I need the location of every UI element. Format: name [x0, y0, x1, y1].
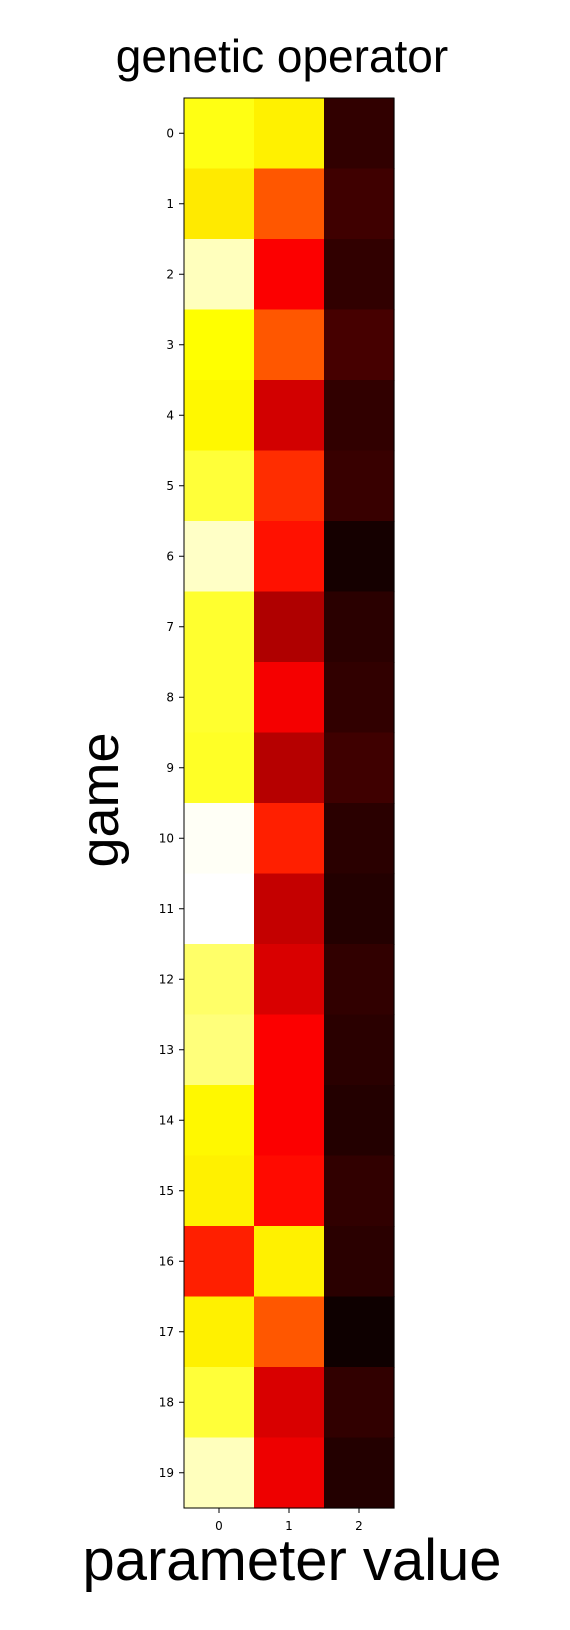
heatmap-cell-5-1 [254, 450, 325, 522]
y-axis-label: game [70, 732, 130, 867]
x-axis-label: parameter value [82, 1528, 501, 1593]
heatmap-cell-10-1 [254, 803, 325, 875]
heatmap-cell-14-2 [324, 1085, 395, 1157]
heatmap-cell-4-1 [254, 380, 325, 452]
heatmap-cell-2-0 [184, 239, 255, 311]
heatmap-cell-1-0 [184, 168, 255, 240]
heatmap-cell-17-1 [254, 1296, 325, 1368]
heatmap-cell-0-1 [254, 98, 325, 170]
y-tick-label: 9 [166, 761, 174, 775]
y-tick-label: 1 [166, 197, 174, 211]
heatmap-cell-1-2 [324, 168, 395, 240]
heatmap-cell-16-0 [184, 1226, 255, 1298]
heatmap-cell-11-1 [254, 873, 325, 945]
heatmap-cell-0-0 [184, 98, 255, 170]
x-tick-label: 2 [355, 1519, 363, 1533]
heatmap-cell-5-2 [324, 450, 395, 522]
heatmap-cell-18-1 [254, 1367, 325, 1439]
heatmap-cell-11-0 [184, 873, 255, 945]
heatmap-cell-8-0 [184, 662, 255, 734]
plot-frame [183, 97, 395, 1509]
heatmap-cell-18-2 [324, 1367, 395, 1439]
y-tick-label: 5 [166, 479, 174, 493]
y-tick-label: 4 [166, 408, 174, 422]
heatmap-cell-3-1 [254, 309, 325, 381]
heatmap-cell-0-2 [324, 98, 395, 170]
heatmap-cell-15-2 [324, 1155, 395, 1227]
heatmap-cell-8-2 [324, 662, 395, 734]
heatmap-cell-18-0 [184, 1367, 255, 1439]
y-tick-label: 13 [159, 1043, 174, 1057]
heatmap-cell-10-2 [324, 803, 395, 875]
heatmap-cell-6-1 [254, 521, 325, 593]
x-tick-label: 1 [285, 1519, 293, 1533]
heatmap-cell-3-2 [324, 309, 395, 381]
heatmap-cell-12-0 [184, 944, 255, 1016]
heatmap-cell-5-0 [184, 450, 255, 522]
heatmap-cell-15-1 [254, 1155, 325, 1227]
heatmap-cell-16-1 [254, 1226, 325, 1298]
y-tick-label: 14 [159, 1113, 174, 1127]
heatmap-cell-10-0 [184, 803, 255, 875]
heatmap-cell-2-2 [324, 239, 395, 311]
heatmap-cell-17-0 [184, 1296, 255, 1368]
y-tick-label: 7 [166, 620, 174, 634]
heatmap-cell-3-0 [184, 309, 255, 381]
y-tick-label: 17 [159, 1325, 174, 1339]
heatmap-cell-8-1 [254, 662, 325, 734]
y-tick-label: 16 [159, 1254, 174, 1268]
y-tick-label: 19 [159, 1466, 174, 1480]
heatmap-cell-1-1 [254, 168, 325, 240]
heatmap-cell-14-0 [184, 1085, 255, 1157]
heatmap-cell-9-1 [254, 732, 325, 804]
y-tick-label: 10 [159, 831, 174, 845]
y-tick-label: 6 [166, 549, 174, 563]
y-tick-label: 11 [159, 902, 174, 916]
y-tick-label: 8 [166, 690, 174, 704]
y-tick-label: 3 [166, 338, 174, 352]
heatmap-cell-15-0 [184, 1155, 255, 1227]
heatmap-cell-7-1 [254, 591, 325, 663]
heatmap-cell-12-1 [254, 944, 325, 1016]
heatmap-cell-19-2 [324, 1437, 395, 1509]
y-tick-label: 0 [166, 126, 174, 140]
heatmap-cell-13-2 [324, 1014, 395, 1086]
heatmap-cell-6-2 [324, 521, 395, 593]
heatmap-cell-9-2 [324, 732, 395, 804]
y-tick-label: 2 [166, 267, 174, 281]
heatmap-cell-4-0 [184, 380, 255, 452]
heatmap-cell-16-2 [324, 1226, 395, 1298]
heatmap-cells [184, 98, 395, 1509]
heatmap-cell-7-0 [184, 591, 255, 663]
heatmap-cell-12-2 [324, 944, 395, 1016]
heatmap-cell-13-1 [254, 1014, 325, 1086]
x-tick-label: 0 [215, 1519, 223, 1533]
heatmap-cell-11-2 [324, 873, 395, 945]
heatmap-cell-13-0 [184, 1014, 255, 1086]
heatmap-cell-7-2 [324, 591, 395, 663]
heatmap-cell-2-1 [254, 239, 325, 311]
heatmap-cell-6-0 [184, 521, 255, 593]
x-axis-ticks: 0 1 2 [215, 1508, 363, 1533]
chart-title: genetic operator [116, 30, 448, 82]
heatmap-cell-19-1 [254, 1437, 325, 1509]
heatmap-cell-9-0 [184, 732, 255, 804]
y-tick-label: 12 [159, 972, 174, 986]
heatmap-cell-14-1 [254, 1085, 325, 1157]
heatmap-cell-17-2 [324, 1296, 395, 1368]
y-tick-label: 15 [159, 1184, 174, 1198]
heatmap-cell-19-0 [184, 1437, 255, 1509]
y-tick-label: 18 [159, 1395, 174, 1409]
heatmap-cell-4-2 [324, 380, 395, 452]
